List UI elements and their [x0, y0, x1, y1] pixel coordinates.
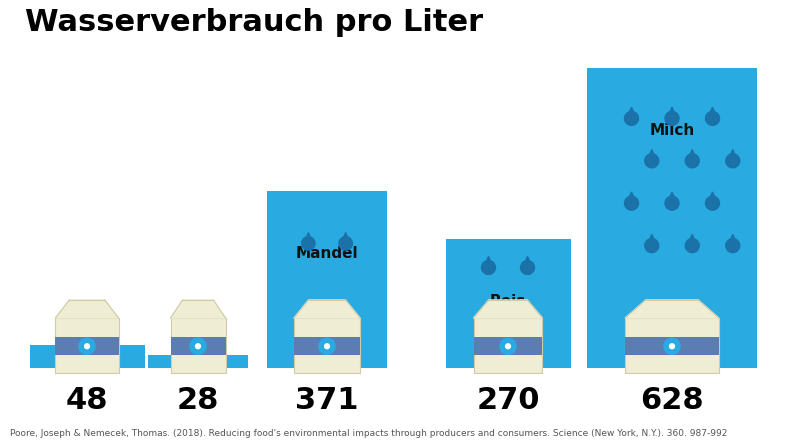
Polygon shape — [648, 149, 655, 159]
Text: 270: 270 — [476, 386, 540, 415]
Polygon shape — [668, 192, 676, 201]
Polygon shape — [305, 232, 312, 241]
Text: Hafer: Hafer — [68, 323, 106, 337]
Polygon shape — [56, 300, 119, 318]
Polygon shape — [473, 300, 542, 318]
Text: Poore, Joseph & Nemecek, Thomas. (2018). Reducing food's environmental impacts t: Poore, Joseph & Nemecek, Thomas. (2018).… — [10, 429, 728, 438]
FancyBboxPatch shape — [294, 318, 360, 373]
Polygon shape — [688, 234, 696, 244]
Polygon shape — [726, 154, 739, 168]
Polygon shape — [294, 300, 360, 318]
FancyBboxPatch shape — [56, 318, 119, 373]
Polygon shape — [685, 239, 699, 252]
Polygon shape — [644, 154, 659, 168]
FancyBboxPatch shape — [625, 337, 719, 355]
Text: Reis: Reis — [490, 294, 526, 309]
Polygon shape — [709, 107, 717, 116]
Text: Soja: Soja — [183, 333, 213, 347]
FancyBboxPatch shape — [625, 318, 719, 373]
Polygon shape — [628, 107, 635, 116]
FancyBboxPatch shape — [267, 191, 387, 368]
Polygon shape — [628, 192, 635, 201]
Polygon shape — [524, 256, 531, 265]
Polygon shape — [319, 338, 335, 354]
Polygon shape — [726, 239, 739, 252]
Polygon shape — [729, 149, 736, 159]
Polygon shape — [484, 256, 492, 265]
Polygon shape — [520, 260, 535, 274]
FancyBboxPatch shape — [473, 318, 542, 373]
FancyBboxPatch shape — [446, 239, 571, 368]
Polygon shape — [301, 236, 315, 250]
FancyBboxPatch shape — [587, 68, 757, 368]
Polygon shape — [644, 239, 659, 252]
Polygon shape — [706, 111, 720, 126]
Polygon shape — [665, 111, 679, 126]
Text: 371: 371 — [295, 386, 359, 415]
Polygon shape — [709, 192, 717, 201]
Polygon shape — [706, 196, 720, 210]
Text: 28: 28 — [177, 386, 219, 415]
Polygon shape — [342, 232, 349, 241]
Polygon shape — [85, 344, 89, 349]
Polygon shape — [500, 338, 516, 354]
Polygon shape — [339, 236, 352, 250]
Polygon shape — [190, 338, 206, 354]
FancyBboxPatch shape — [30, 345, 144, 368]
Polygon shape — [625, 300, 719, 318]
Polygon shape — [664, 338, 680, 354]
Text: 628: 628 — [641, 386, 704, 415]
FancyBboxPatch shape — [56, 337, 119, 355]
Polygon shape — [665, 196, 679, 210]
FancyBboxPatch shape — [148, 354, 248, 368]
Polygon shape — [170, 300, 225, 318]
Text: 48: 48 — [66, 386, 108, 415]
FancyBboxPatch shape — [473, 337, 542, 355]
FancyBboxPatch shape — [170, 337, 225, 355]
Text: Milch: Milch — [649, 123, 695, 138]
Polygon shape — [506, 344, 510, 349]
Polygon shape — [648, 234, 655, 244]
FancyBboxPatch shape — [170, 318, 225, 373]
Polygon shape — [685, 154, 699, 168]
FancyBboxPatch shape — [294, 337, 360, 355]
Polygon shape — [688, 149, 696, 159]
Polygon shape — [668, 107, 676, 116]
Polygon shape — [324, 344, 330, 349]
Text: Mandel: Mandel — [296, 246, 358, 261]
Polygon shape — [670, 344, 674, 349]
Polygon shape — [481, 260, 495, 274]
Polygon shape — [625, 196, 638, 210]
Polygon shape — [625, 111, 638, 126]
Polygon shape — [729, 234, 736, 244]
Polygon shape — [195, 344, 200, 349]
Text: Wasserverbrauch pro Liter: Wasserverbrauch pro Liter — [25, 8, 483, 37]
Polygon shape — [79, 338, 95, 354]
